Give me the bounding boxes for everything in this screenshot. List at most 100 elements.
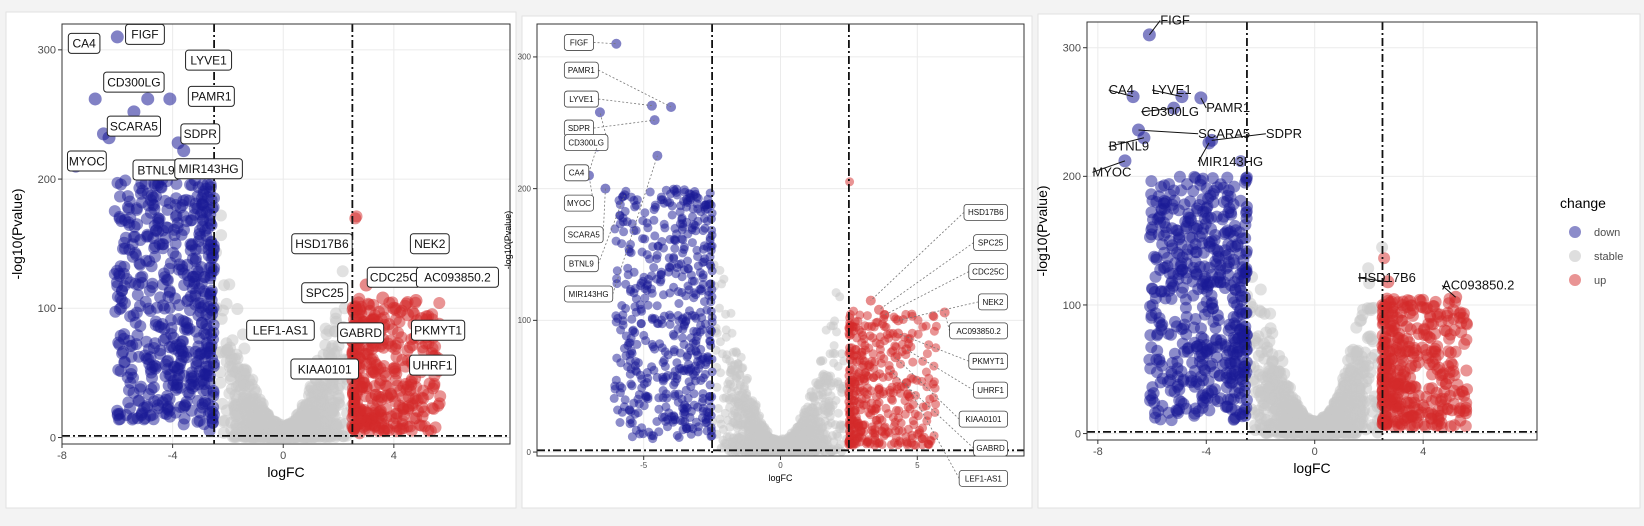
p1-point-down — [146, 277, 159, 290]
p2-point-down — [611, 311, 621, 321]
p2-point-down — [689, 389, 699, 399]
p1-point-down — [202, 203, 215, 216]
p2-point-stable — [728, 347, 738, 357]
p1-label-cdc25c: CDC25C — [370, 271, 418, 285]
p1-point-ca4 — [88, 92, 102, 106]
p1-point-stable — [215, 229, 228, 242]
p2-point-down — [645, 254, 655, 264]
p1-point-down — [193, 282, 206, 295]
p1-y-tick-label: 200 — [38, 174, 56, 186]
p2-point-stable — [816, 357, 825, 366]
p1-point-down — [181, 323, 194, 336]
p2-point-down — [688, 212, 697, 222]
p2-point-up — [908, 357, 918, 367]
p1-point-stable — [238, 386, 251, 399]
p1-point-down — [182, 293, 194, 306]
p1-point-stable — [307, 396, 319, 409]
p1-y-tick-label: 300 — [38, 45, 56, 57]
p1-x-tick-label: 0 — [280, 450, 286, 462]
p2-point-down — [619, 227, 629, 237]
p2-label-lyve1: LYVE1 — [569, 95, 594, 104]
p2-point-down — [695, 327, 705, 337]
p2-point-up — [865, 331, 875, 341]
p2-point-down — [663, 370, 673, 380]
p1-point-up — [395, 331, 408, 344]
p2-point-down — [681, 385, 691, 395]
p1-label-myoc: MYOC — [69, 154, 105, 168]
p1-point-stable — [217, 304, 229, 317]
p2-point-down — [631, 225, 641, 235]
p2-point-stable — [714, 303, 724, 313]
p1-point-down — [144, 194, 157, 207]
p1-point-down — [192, 181, 205, 194]
p2-point-stable — [791, 440, 801, 450]
p1-point-up — [362, 297, 375, 310]
p1-label-kiaa0101: KIAA0101 — [298, 362, 352, 376]
p2-point-down — [615, 381, 625, 391]
p2-point-down — [640, 208, 650, 218]
p1-point-stable — [313, 388, 326, 401]
p2-point-down — [694, 364, 703, 374]
p2-point-up — [855, 310, 865, 320]
p1-point-down — [131, 218, 144, 231]
p1-point-down — [183, 275, 196, 288]
p1-point-down — [149, 224, 162, 237]
p2-x-tick-label: 5 — [915, 461, 920, 470]
p2-point-stable — [733, 360, 743, 370]
p2-point-down — [691, 226, 701, 236]
p2-point-up — [845, 355, 855, 365]
p2-point-up — [896, 418, 906, 428]
p1-point-down — [138, 413, 150, 426]
p2-point-down — [695, 285, 705, 294]
p2-point-down — [625, 338, 635, 348]
p1-point-down — [200, 360, 212, 373]
p2-point-stable — [830, 420, 840, 430]
p1-point-down — [195, 346, 208, 359]
p2-label-ac093850-2: AC093850.2 — [956, 327, 1001, 336]
p2-label-pkmyt1: PKMYT1 — [972, 357, 1005, 366]
p1-point-down — [112, 413, 125, 426]
p1-label-scara5: SCARA5 — [110, 119, 158, 133]
p2-point-up — [892, 376, 901, 386]
p1-point-down — [163, 404, 176, 417]
p1-point-down — [165, 328, 178, 340]
p1-point-down — [126, 339, 139, 352]
p2-point-stable — [835, 292, 845, 302]
p2-point-up — [905, 392, 915, 402]
p2-point-down — [619, 402, 629, 412]
p1-point-down — [114, 190, 126, 203]
p2-point-up — [893, 440, 903, 450]
p1-point-down — [145, 383, 158, 396]
p2-point-up — [931, 399, 941, 409]
p1-point-stable — [330, 420, 343, 433]
p1-point-up — [389, 395, 402, 408]
p2-point-stable — [727, 393, 737, 402]
p2-label-cdc25c: CDC25C — [972, 267, 1004, 276]
p2-point-up — [890, 341, 900, 351]
p2-point-stable — [825, 412, 835, 421]
p2-point-stable — [827, 431, 837, 441]
p2-point-down — [678, 248, 688, 258]
p2-x-tick-label: 0 — [778, 461, 783, 470]
p2-point-stable — [749, 420, 758, 430]
p2-point-stable — [736, 352, 746, 362]
p1-point-stable — [319, 376, 332, 389]
volcano-panel-2: -5 0 50100200300logFC-log10(Pvalue)FIGFPAM… — [503, 23, 1025, 487]
p1-point-down — [119, 242, 131, 255]
p2-point-down — [641, 391, 651, 401]
p2-point-down — [680, 187, 690, 197]
p2-point-up — [918, 356, 928, 366]
p2-point-up — [857, 327, 867, 337]
p2-point-down — [652, 274, 662, 284]
p2-point-stable — [833, 408, 843, 418]
p1-point-stable — [217, 426, 230, 439]
p2-point-down — [640, 234, 650, 244]
p2-point-down — [627, 314, 637, 324]
p2-y-tick-label: 200 — [518, 184, 532, 193]
p1-label-ca4: CA4 — [72, 37, 96, 51]
p2-point-down — [674, 299, 684, 308]
p1-point-up — [354, 403, 367, 416]
p2-point-down — [645, 187, 655, 197]
p2-point-stable — [774, 439, 784, 449]
p2-point-down — [665, 319, 675, 329]
